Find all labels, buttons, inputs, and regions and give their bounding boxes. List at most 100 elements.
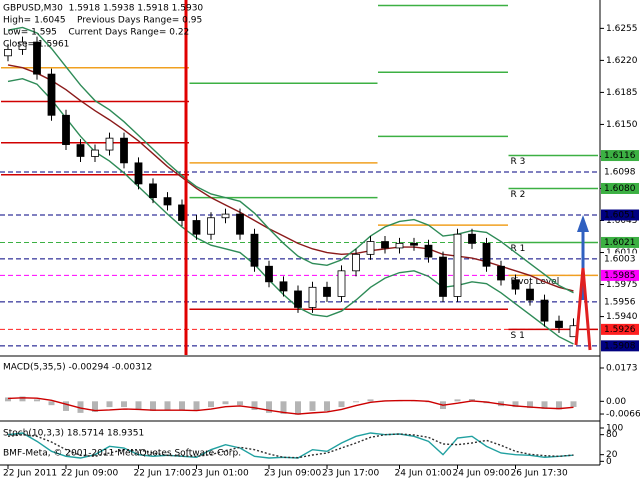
candle-body	[337, 270, 346, 297]
price-box-label: 1.6098	[604, 168, 636, 178]
candle-body	[134, 162, 143, 185]
header-line: Low= 1.595 Current Days Range= 0.22	[3, 28, 189, 38]
candle-body	[540, 299, 549, 322]
x-tick-label: 26 Jun 17:30	[511, 469, 568, 479]
candle-body	[279, 281, 288, 292]
macd-bar	[150, 401, 156, 411]
y-tick-label: 100	[606, 424, 623, 434]
y-tick-label: 1.5975	[606, 280, 638, 290]
signal-arrow-head	[577, 215, 589, 232]
candle-body	[4, 49, 12, 57]
price-box-label: 1.5926	[604, 325, 636, 335]
candle-body	[308, 286, 317, 308]
candle-body	[250, 233, 259, 267]
price-box-label: 1.6051	[604, 211, 636, 221]
macd-bar	[19, 396, 26, 402]
price-box	[601, 296, 639, 308]
signal-arrow	[574, 267, 592, 351]
y-tick-label: 1.6255	[606, 24, 638, 34]
price-box	[601, 209, 639, 221]
candle-body	[47, 73, 56, 116]
macd-bar	[92, 401, 98, 412]
y-tick-label: -0.0066	[606, 410, 640, 420]
pivot-label: S 1	[511, 331, 525, 341]
macd-bar	[5, 397, 11, 402]
price-box	[601, 323, 639, 335]
candle-body	[511, 279, 520, 290]
macd-bar	[454, 399, 461, 402]
macd-bar	[251, 401, 258, 410]
candle-body	[265, 265, 273, 283]
price-box	[601, 236, 639, 248]
candle-body	[381, 241, 389, 249]
candle-body	[192, 220, 201, 235]
pivot-label: R 2	[511, 190, 526, 200]
candle-body	[120, 137, 128, 164]
macd-bar	[208, 401, 214, 408]
price-box-label: 1.5908	[604, 341, 636, 351]
macd-bar	[295, 401, 301, 415]
y-tick-label: 1.6150	[606, 120, 638, 130]
candle-body	[221, 213, 230, 219]
candle-body	[236, 213, 244, 235]
candle-body	[395, 242, 404, 249]
candle-body	[91, 149, 99, 157]
header-line: High= 1.6045 Previous Days Range= 0.95	[3, 16, 202, 26]
macd-bar	[512, 401, 519, 408]
x-tick-label: 24 Jun 09:00	[453, 469, 510, 479]
candle-body	[62, 114, 70, 145]
macd-bar	[556, 401, 562, 410]
plot-layer: R 3 R 2 R 1 Pivot Level S 1	[0, 4, 604, 462]
macd-signal	[7, 397, 574, 415]
macd-bar	[106, 401, 113, 408]
macd-bar	[266, 401, 272, 413]
y-tick-label: 1.6045	[606, 216, 638, 226]
x-tick-label: 23 Jun 09:00	[264, 469, 321, 479]
x-tick-label: 24 Jun 01:00	[395, 469, 452, 479]
price-box	[601, 182, 639, 194]
price-box	[601, 253, 639, 265]
macd-bar	[367, 399, 374, 402]
price-box-label: 1.5985	[604, 271, 636, 281]
candle-body	[424, 244, 433, 258]
candle-body	[555, 320, 563, 328]
price-box-label: 1.6021	[604, 238, 636, 248]
candle-body	[294, 290, 302, 308]
candle-body	[453, 233, 462, 297]
candle-body	[163, 197, 172, 206]
x-tick-label: 22 Jun 17:00	[134, 469, 191, 479]
candle-body	[323, 286, 331, 297]
candle-body	[439, 256, 447, 297]
macd-bar	[222, 401, 229, 405]
x-tick-label: 22 Jun 09:00	[61, 469, 118, 479]
candle-body	[33, 41, 41, 75]
stoch-d	[7, 433, 574, 459]
x-tick-label: 23 Jun 17:00	[322, 469, 379, 479]
macd-bar	[179, 401, 185, 410]
macd-title: MACD(5,35,5) -0.00294 -0.00312	[3, 363, 152, 373]
price-box	[601, 166, 639, 178]
candle-body	[526, 288, 534, 301]
macd-bar	[193, 401, 200, 411]
x-tick-label: 22 Jun 2011	[3, 469, 57, 479]
candle-body	[76, 144, 85, 157]
stoch-title: Stoch(10,3,3) 18.5714 18.9351	[3, 429, 144, 439]
candle-body	[352, 253, 360, 272]
macd-bar	[34, 399, 40, 402]
copyright: BMF-Meta, © 2001-2011 MetaQuotes Softwar…	[3, 449, 241, 459]
macd-bar	[237, 401, 243, 406]
y-tick-label: 1.6220	[606, 56, 638, 66]
y-tick-label: 20	[606, 450, 618, 460]
pivot-label: Pivot Level	[511, 277, 560, 287]
macd-bar	[121, 401, 127, 408]
price-box-label: 1.6003	[604, 254, 636, 264]
price-box-label: 1.5956	[604, 297, 636, 307]
indicator-line	[7, 64, 574, 292]
candle-body	[366, 241, 375, 255]
price-box-label: 1.6116	[604, 151, 636, 161]
y-tick-label: 0.0173	[606, 363, 638, 373]
x-tick-label: 23 Jun 01:00	[192, 469, 249, 479]
candle-body	[497, 265, 505, 281]
y-tick-label: 0	[606, 457, 612, 467]
macd-bar	[135, 401, 142, 410]
